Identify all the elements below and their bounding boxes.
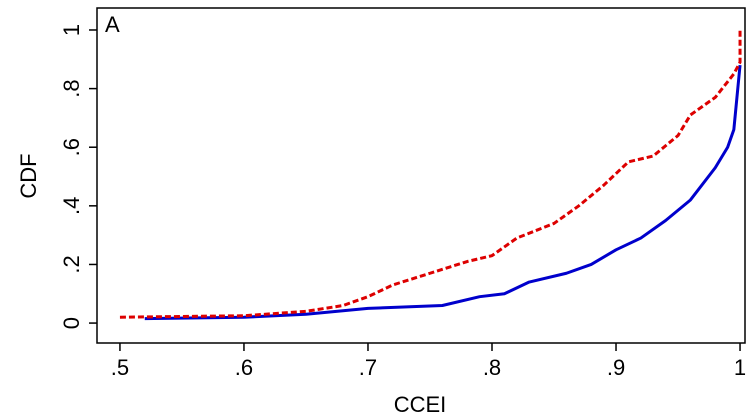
y-axis-title: CDF [16, 153, 41, 198]
x-tick-label: 1 [734, 355, 746, 380]
x-axis-title: CCEI [394, 392, 447, 417]
y-tick-label: 0 [59, 317, 84, 329]
x-tick-label: .5 [111, 355, 129, 380]
panel-label: A [105, 12, 120, 37]
y-tick-label: .8 [59, 79, 84, 97]
x-tick-label: .7 [359, 355, 377, 380]
cdf-line [144, 65, 742, 321]
cdf-line [119, 29, 742, 319]
x-tick-label: .8 [483, 355, 501, 380]
x-tick-label: .6 [235, 355, 253, 380]
y-tick-label: .6 [59, 138, 84, 156]
x-tick-label: .9 [607, 355, 625, 380]
plot-frame [96, 7, 746, 344]
y-tick-label: 1 [59, 24, 84, 36]
y-tick-label: .4 [59, 197, 84, 215]
y-tick-label: .2 [59, 255, 84, 273]
